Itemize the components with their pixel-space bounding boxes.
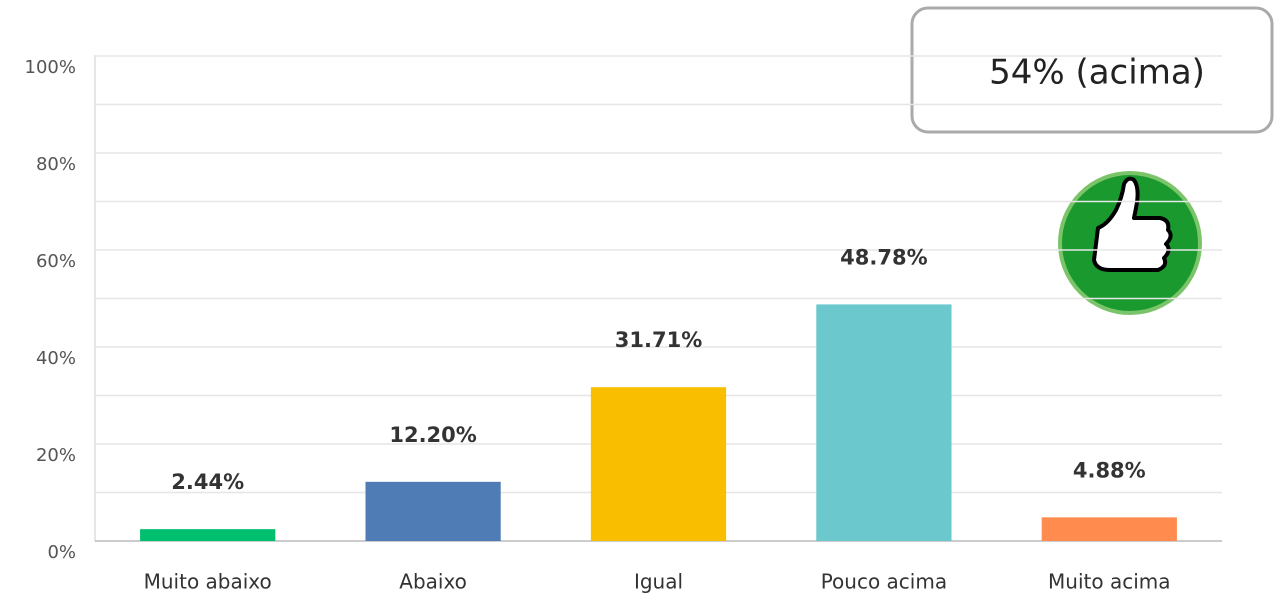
value-label: 12.20% bbox=[389, 423, 476, 447]
bar bbox=[140, 529, 276, 541]
y-tick-label: 40% bbox=[36, 348, 76, 369]
bar bbox=[816, 304, 952, 541]
x-tick-label: Abaixo bbox=[399, 570, 467, 594]
thumbs-up-icon bbox=[1058, 171, 1202, 315]
x-tick-label: Muito acima bbox=[1048, 570, 1170, 594]
x-tick-label: Igual bbox=[634, 570, 683, 594]
y-tick-label: 60% bbox=[36, 251, 76, 272]
value-label: 2.44% bbox=[171, 470, 244, 494]
value-label: 4.88% bbox=[1073, 458, 1146, 482]
x-tick-label: Muito abaixo bbox=[144, 570, 272, 594]
annotation: 54% (acima) bbox=[989, 53, 1205, 93]
y-tick-label: 100% bbox=[25, 57, 76, 78]
x-tick-label: Pouco acima bbox=[821, 570, 947, 594]
y-tick-label: 20% bbox=[36, 445, 76, 466]
y-tick-label: 0% bbox=[47, 542, 76, 563]
value-label: 31.71% bbox=[615, 328, 702, 352]
annotation-box bbox=[910, 6, 1274, 134]
bar bbox=[1041, 517, 1177, 541]
bar bbox=[590, 387, 727, 541]
bar bbox=[365, 481, 501, 541]
y-tick-label: 80% bbox=[36, 154, 76, 175]
value-label: 48.78% bbox=[840, 245, 927, 269]
